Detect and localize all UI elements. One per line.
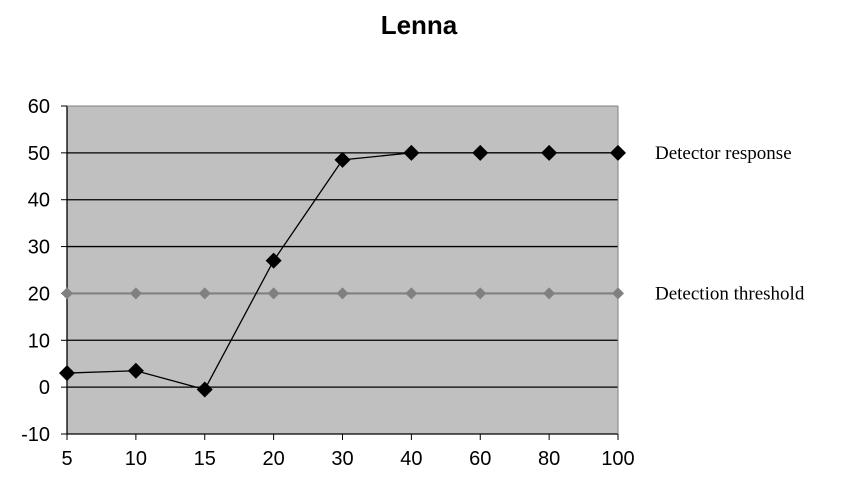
data-point	[610, 144, 626, 161]
x-tick-label: 5	[61, 448, 72, 470]
legend-label: Detector response	[655, 143, 792, 164]
y-tick-label: 40	[28, 190, 50, 212]
data-point	[543, 287, 556, 300]
x-tick-label: 15	[194, 448, 216, 470]
data-point	[129, 287, 142, 300]
data-point	[405, 287, 418, 300]
data-point	[127, 362, 144, 379]
x-tick-label: 100	[601, 448, 634, 470]
y-tick-label: 20	[28, 283, 50, 305]
data-point	[196, 381, 213, 398]
data-point	[336, 287, 349, 300]
y-tick-label: -10	[21, 424, 50, 446]
data-point	[541, 144, 558, 161]
data-point	[472, 144, 489, 161]
y-tick-label: 50	[28, 143, 50, 165]
x-tick-label: 60	[469, 448, 491, 470]
x-tick-label: 30	[331, 448, 353, 470]
data-point	[403, 144, 420, 161]
data-point	[474, 287, 487, 300]
y-tick-label: 60	[28, 96, 50, 118]
data-point	[265, 252, 282, 269]
x-tick-label: 20	[263, 448, 285, 470]
x-tick-label: 10	[125, 448, 147, 470]
x-tick-label: 40	[400, 448, 422, 470]
legend-label: Detection threshold	[655, 283, 805, 304]
y-tick-label: 0	[39, 377, 50, 399]
x-tick-label: 80	[538, 448, 560, 470]
data-point	[59, 365, 75, 382]
y-tick-label: 30	[28, 237, 50, 259]
y-tick-label: 10	[28, 330, 50, 352]
data-point	[267, 287, 280, 300]
data-point	[334, 151, 351, 168]
chart-title: Lenna	[381, 10, 458, 40]
data-point	[612, 287, 624, 300]
data-point	[61, 287, 73, 300]
data-point	[198, 287, 211, 300]
